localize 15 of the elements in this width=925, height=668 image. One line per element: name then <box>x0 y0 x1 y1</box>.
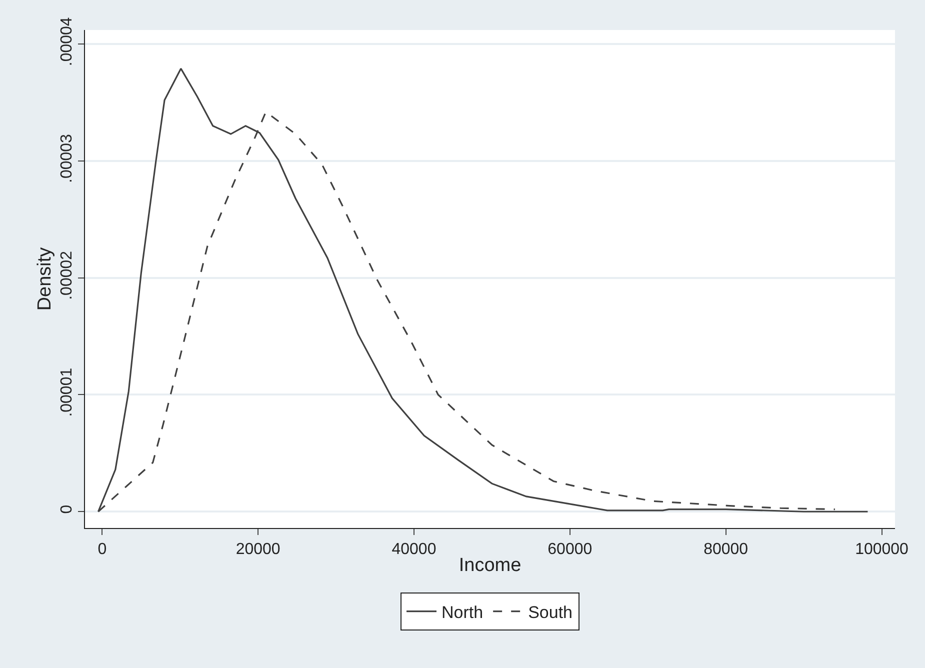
y-tick-label: .00002 <box>58 250 76 300</box>
y-tick-label: .00001 <box>58 368 76 417</box>
y-tick-label: 0 <box>58 504 76 514</box>
x-axis-title: Income <box>458 555 522 576</box>
legend-label: South <box>528 602 573 622</box>
x-tick-label: 100000 <box>855 541 909 558</box>
x-tick-label: 60000 <box>548 541 592 558</box>
x-tick-label: 0 <box>98 541 107 558</box>
y-tick-label: .00003 <box>58 134 76 183</box>
y-tick-label: .00004 <box>58 17 76 66</box>
x-tick-label: 20000 <box>236 541 280 558</box>
y-axis-title: Density <box>34 246 56 311</box>
legend-label: North <box>442 602 484 622</box>
x-tick-label: 40000 <box>392 541 436 558</box>
x-tick-label: 80000 <box>704 541 748 558</box>
